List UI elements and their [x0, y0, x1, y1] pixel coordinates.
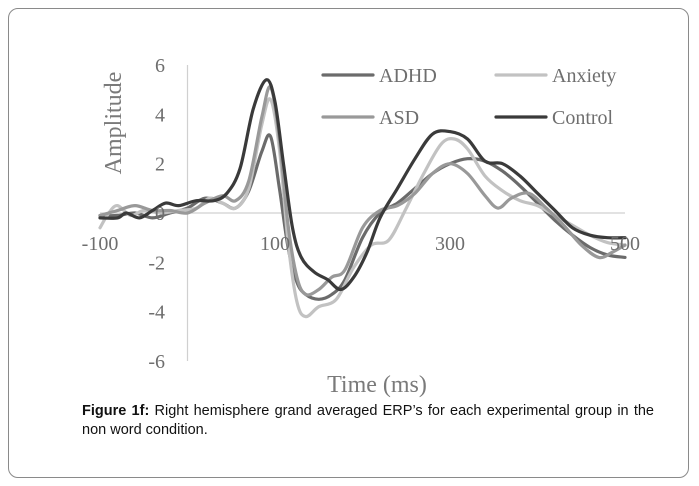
x-axis-label: Time (ms)	[327, 372, 427, 398]
series-line-anxiety	[98, 97, 627, 319]
y-tick-label: 0	[155, 203, 165, 225]
x-tick-label: 300	[435, 233, 465, 255]
series-line-adhd	[98, 133, 627, 301]
x-tick-label: -100	[82, 233, 119, 255]
y-axis-label: Amplitude	[101, 72, 127, 175]
y-tick-label: -2	[148, 252, 165, 274]
series-lines	[98, 78, 627, 319]
y-tick-label: 2	[155, 154, 165, 176]
legend-label-asd: ASD	[379, 107, 419, 129]
series-line-control	[98, 78, 627, 292]
legend-label-anxiety: Anxiety	[552, 65, 616, 87]
series-line-asd	[98, 85, 627, 297]
figure-frame	[8, 8, 689, 478]
y-tick-label: 6	[155, 55, 165, 77]
legend-label-control: Control	[552, 107, 614, 129]
y-tick-label: -4	[148, 302, 165, 324]
caption-label: Figure 1f:	[82, 403, 150, 419]
caption-text: Right hemisphere grand averaged ERP’s fo…	[82, 403, 654, 438]
y-tick-label: -6	[148, 351, 165, 373]
y-tick-label: 4	[155, 104, 165, 126]
figure-caption: Figure 1f: Right hemisphere grand averag…	[82, 402, 654, 440]
tick-labels: 6 4 2 0 -2 -4 -6 -100 100 300 500	[82, 55, 640, 373]
legend-label-adhd: ADHD	[379, 65, 437, 87]
x-tick-label: 500	[610, 233, 640, 255]
legend: ADHD Anxiety ASD Control	[321, 65, 616, 129]
x-tick-label: 100	[260, 233, 290, 255]
